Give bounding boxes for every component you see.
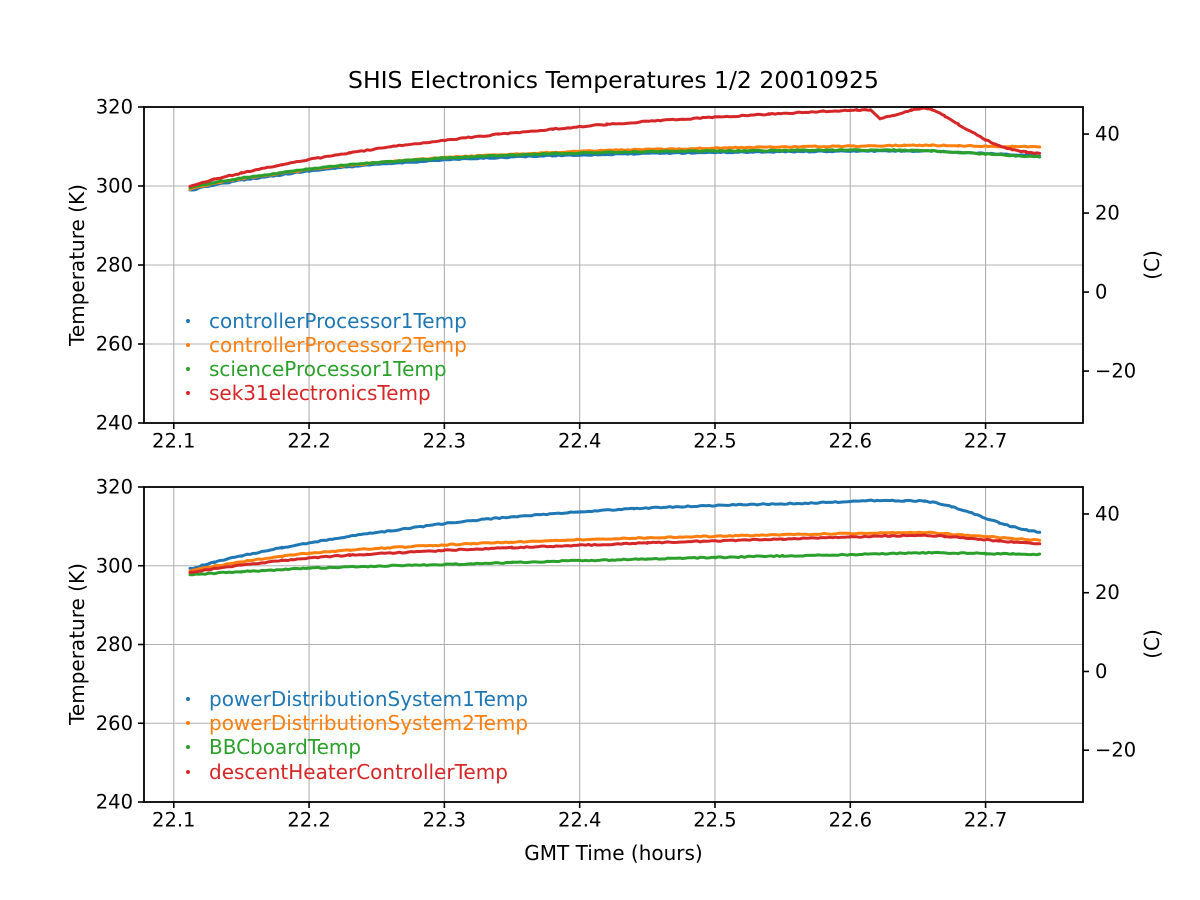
top-plot: 22.1 22.2 22.3 22.4 22.5 22.6 22.7 240 260 280 300… xyxy=(96,96,1136,453)
x-tick-label: 22.6 xyxy=(829,430,872,453)
x-tick-label: 22.6 xyxy=(829,809,872,832)
y-tick-label-left: 320 xyxy=(96,96,133,119)
legend-item-powerDistributionSystem1Temp: powerDistributionSystem1Temp xyxy=(179,687,528,711)
y-tick-label-right: 40 xyxy=(1095,502,1120,525)
y-tick-label-right: 0 xyxy=(1095,660,1107,683)
y-tick-label-left: 240 xyxy=(96,791,133,814)
x-tick-label: 22.7 xyxy=(964,430,1007,453)
x-tick-label: 22.3 xyxy=(423,809,466,832)
top-y-axis-label-right: (C) xyxy=(1140,250,1164,280)
legend-item-controllerProcessor2Temp: controllerProcessor2Temp xyxy=(179,333,467,357)
y-tick-label-left: 260 xyxy=(96,712,133,735)
legend-label: controllerProcessor1Temp xyxy=(209,308,467,333)
legend-item-powerDistributionSystem2Temp: powerDistributionSystem2Temp xyxy=(179,711,528,735)
legend-marker-dot xyxy=(186,391,190,396)
legend-marker-dot xyxy=(186,697,190,702)
x-tick-label: 22.2 xyxy=(287,430,330,453)
x-tick-label: 22.4 xyxy=(558,809,601,832)
series-line-sek31electronicsTemp xyxy=(188,106,1042,188)
x-tick-label: 22.2 xyxy=(287,809,330,832)
x-tick-label: 22.7 xyxy=(964,809,1007,832)
y-tick-label-left: 280 xyxy=(96,633,133,656)
y-tick-label-right: 40 xyxy=(1095,123,1120,146)
legend-marker-dot xyxy=(186,366,190,371)
series-line-powerDistributionSystem1Temp xyxy=(188,498,1042,571)
y-tick-label-left: 320 xyxy=(96,476,133,499)
x-tick-label: 22.1 xyxy=(152,809,195,832)
legend-marker-dot xyxy=(186,342,190,347)
x-tick-label: 22.4 xyxy=(558,430,601,453)
y-tick-label-right: −20 xyxy=(1095,739,1136,762)
top-y-axis-label-left: Temperature (K) xyxy=(65,184,89,346)
chart-title: SHIS Electronics Temperatures 1/2 200109… xyxy=(348,66,879,94)
legend-label: descentHeaterControllerTemp xyxy=(209,759,508,784)
bottom-y-axis-label-left: Temperature (K) xyxy=(65,563,89,725)
bottom-y-axis-label-right: (C) xyxy=(1140,629,1164,659)
bottom-plot: 22.1 22.2 22.3 22.4 22.5 22.6 22.7 240 260 280 300… xyxy=(96,476,1136,832)
legend-item-descentHeaterControllerTemp: descentHeaterControllerTemp xyxy=(179,760,528,784)
bottom-legend: powerDistributionSystem1Temp powerDistrib… xyxy=(179,687,528,784)
legend-marker-dot xyxy=(186,721,190,726)
legend-label: BBCboardTemp xyxy=(209,735,362,760)
x-tick-label: 22.5 xyxy=(693,430,736,453)
y-tick-label-left: 300 xyxy=(96,175,133,198)
legend-label: powerDistributionSystem1Temp xyxy=(209,687,529,712)
y-tick-label-right: −20 xyxy=(1095,360,1136,383)
y-tick-label-left: 300 xyxy=(96,554,133,577)
legend-marker-dot xyxy=(186,745,190,750)
series-line-BBCboardTemp xyxy=(188,550,1042,577)
legend-item-sek31electronicsTemp: sek31electronicsTemp xyxy=(179,381,467,405)
top-legend: controllerProcessor1Temp controllerProces… xyxy=(179,309,467,406)
y-tick-label-left: 280 xyxy=(96,254,133,277)
series-line-powerDistributionSystem2Temp xyxy=(188,530,1042,573)
y-tick-label-right: 0 xyxy=(1095,281,1107,304)
y-tick-label-right: 20 xyxy=(1095,202,1120,225)
x-tick-label: 22.1 xyxy=(152,430,195,453)
y-tick-label-left: 240 xyxy=(96,412,133,435)
legend-item-controllerProcessor1Temp: controllerProcessor1Temp xyxy=(179,309,467,333)
legend-marker-dot xyxy=(186,769,190,774)
legend-label: controllerProcessor2Temp xyxy=(209,332,467,357)
series-line-descentHeaterControllerTemp xyxy=(188,533,1042,574)
x-tick-label: 22.5 xyxy=(693,809,736,832)
series-line-scienceProcessor1Temp xyxy=(188,148,1042,190)
legend-label: scienceProcessor1Temp xyxy=(209,356,447,381)
legend-label: sek31electronicsTemp xyxy=(209,381,431,406)
y-tick-label-left: 260 xyxy=(96,333,133,356)
x-tick-label: 22.3 xyxy=(423,430,466,453)
y-tick-label-right: 20 xyxy=(1095,581,1120,604)
legend-label: powerDistributionSystem2Temp xyxy=(209,711,529,736)
x-axis-label: GMT Time (hours) xyxy=(524,841,703,865)
legend-item-BBCboardTemp: BBCboardTemp xyxy=(179,735,528,759)
legend-item-scienceProcessor1Temp: scienceProcessor1Temp xyxy=(179,357,467,381)
legend-marker-dot xyxy=(186,318,190,323)
